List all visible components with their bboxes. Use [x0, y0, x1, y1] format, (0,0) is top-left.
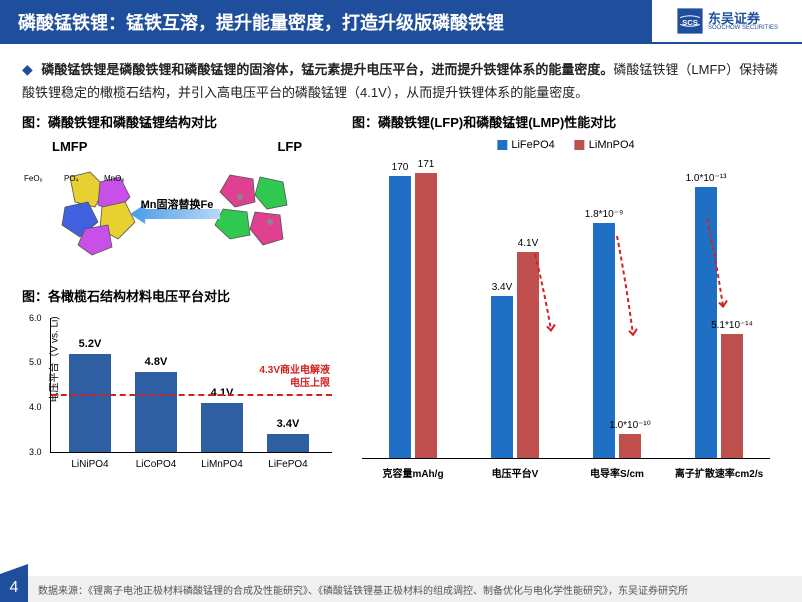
mn-label: MnO₆ — [104, 174, 125, 183]
page-title: 磷酸锰铁锂：锰铁互溶，提升能量密度，打造升级版磷酸铁锂 — [18, 9, 504, 35]
vc-bar-label: 5.2V — [79, 338, 102, 350]
page-number: 4 — [0, 564, 28, 602]
pc-val: 5.1*10⁻¹⁴ — [711, 320, 753, 331]
structure-diagram: LMFP LFP FeO₆ PO₄ MnO₆ Mn固溶替换Fe — [22, 139, 332, 274]
pc-val: 1.0*10⁻¹⁰ — [609, 420, 651, 431]
pc-group: 170171克容量mAh/g — [362, 164, 464, 458]
vc-bar: 4.1VLiMnPO4 — [201, 403, 243, 452]
pc-bar-red: 1.0*10⁻¹⁰ — [619, 434, 641, 458]
pc-val: 1.0*10⁻¹³ — [686, 173, 727, 184]
intro-bold: 磷酸锰铁锂是磷酸铁锂和磷酸锰锂的固溶体，锰元素提升电压平台，进而提升铁锂体系的能… — [41, 62, 613, 77]
pc-val: 3.4V — [492, 282, 513, 293]
vc-bar: 5.2VLiNiPO4 — [69, 354, 111, 452]
legend-blue-label: LiFePO4 — [511, 139, 554, 151]
voltage-chart: 电压平台（V vs. Li) 3.04.05.06.05.2VLiNiPO44.… — [22, 313, 332, 478]
po-label: PO₄ — [64, 174, 79, 183]
pc-xlabel: 电压平台V — [492, 465, 539, 480]
pc-xlabel: 克容量mAh/g — [382, 465, 443, 480]
vc-xlabel: LiNiPO4 — [71, 459, 108, 470]
limit-line — [51, 394, 332, 396]
fig1-title: 图：磷酸铁锂和磷酸锰锂结构对比 — [22, 112, 332, 131]
pc-val: 171 — [418, 159, 435, 170]
company-logo: SCS 东吴证券 SOOCHOW SECURITIES — [652, 0, 802, 44]
vc-bar: 3.4VLiFePO4 — [267, 434, 309, 452]
fe-label: FeO₆ — [24, 174, 43, 183]
legend-red-icon — [575, 140, 585, 150]
vc-xlabel: LiMnPO4 — [201, 459, 243, 470]
pc-bar-red: 5.1*10⁻¹⁴ — [721, 334, 743, 457]
vc-xlabel: LiCoPO4 — [136, 459, 177, 470]
legend-red-label: LiMnPO4 — [589, 139, 635, 151]
vc-xlabel: LiFePO4 — [268, 459, 307, 470]
header-bar: 磷酸锰铁锂：锰铁互溶，提升能量密度，打造升级版磷酸铁锂 SCS 东吴证券 SOO… — [0, 0, 802, 44]
fig2-title: 图：各橄榄石结构材料电压平台对比 — [22, 286, 332, 305]
pc-bar-blue: 170 — [389, 176, 411, 458]
pc-val: 4.1V — [518, 238, 539, 249]
vc-bar-label: 3.4V — [277, 418, 300, 430]
pc-val: 1.8*10⁻⁹ — [585, 209, 623, 220]
vc-ytick: 6.0 — [29, 313, 42, 323]
pc-xlabel: 离子扩散速率cm2/s — [675, 465, 763, 480]
pc-xlabel: 电导率S/cm — [590, 465, 644, 480]
source-text: 数据来源：《锂离子电池正极材料磷酸锰锂的合成及性能研究》、《磷酸锰铁锂基正极材料… — [38, 582, 688, 597]
vc-bar-label: 4.1V — [211, 387, 234, 399]
pc-legend: LiFePO4 LiMnPO4 — [497, 139, 634, 151]
legend-blue-icon — [497, 140, 507, 150]
pc-bar-blue: 3.4V — [491, 296, 513, 458]
logo-en: SOOCHOW SECURITIES — [708, 25, 778, 31]
vc-ytick: 3.0 — [29, 447, 42, 457]
trend-arrow-icon — [705, 217, 735, 313]
bullet-icon: ◆ — [22, 61, 33, 77]
arrow-text: Mn固溶替换Fe — [141, 196, 214, 212]
trend-arrow-icon — [533, 252, 563, 336]
intro-text: ◆ 磷酸锰铁锂是磷酸铁锂和磷酸锰锂的固溶体，锰元素提升电压平台，进而提升铁锂体系… — [0, 44, 802, 112]
pc-val: 170 — [392, 162, 409, 173]
pc-bar-red: 171 — [415, 173, 437, 458]
vc-ytick: 5.0 — [29, 357, 42, 367]
vc-ytick: 4.0 — [29, 402, 42, 412]
logo-cn: 东吴证券 — [708, 12, 778, 25]
lfp-label: LFP — [277, 139, 302, 154]
vc-bar: 4.8VLiCoPO4 — [135, 372, 177, 452]
limit-text: 4.3V商业电解液电压上限 — [259, 364, 330, 390]
lmfp-label: LMFP — [52, 139, 87, 154]
fig3-title: 图：磷酸铁锂(LFP)和磷酸锰锂(LMP)性能对比 — [352, 112, 780, 131]
vc-bar-label: 4.8V — [145, 356, 168, 368]
trend-arrow-icon — [615, 234, 645, 342]
logo-icon: SCS — [676, 7, 704, 35]
footer: 4 数据来源：《锂离子电池正极材料磷酸锰锂的合成及性能研究》、《磷酸锰铁锂基正极… — [0, 576, 802, 602]
performance-chart: LiFePO4 LiMnPO4 170171克容量mAh/g3.4V4.1V电压… — [352, 139, 780, 489]
